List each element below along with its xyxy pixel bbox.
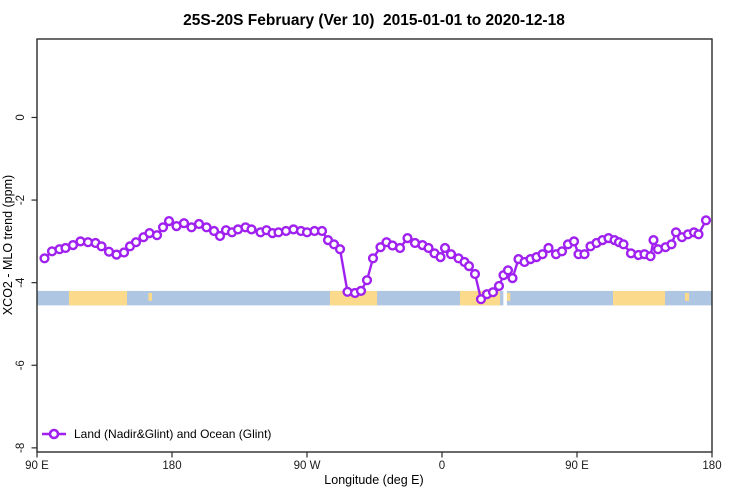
data-series-layer [39, 215, 712, 305]
x-tick-label: 90 E [565, 460, 589, 472]
surface-type-band [37, 290, 712, 306]
data-point-marker [579, 249, 590, 260]
land-band-segment [68, 290, 127, 306]
data-point-marker [645, 251, 656, 262]
data-point-marker [130, 237, 142, 248]
data-point-marker [693, 229, 704, 240]
data-point-marker [507, 273, 518, 284]
data-point-marker [648, 235, 659, 246]
data-point-marker [402, 233, 413, 244]
data-point-marker [666, 239, 677, 250]
data-point-marker [178, 218, 190, 229]
data-point-marker [487, 287, 499, 298]
data-point-marker [118, 247, 130, 258]
y-tick-label: -4 [15, 277, 27, 288]
land-band-segment [148, 292, 153, 301]
axes-layer: 90 E 180 90 W 0 90 E 180 0 -2 -4 -6 -8 [15, 38, 722, 472]
x-tick-label: 180 [702, 460, 721, 472]
data-point-marker [201, 222, 212, 233]
land-band-segment [329, 290, 378, 306]
data-point-marker [334, 244, 346, 255]
x-tick-label: 0 [439, 460, 445, 472]
plot-box [36, 38, 713, 453]
data-point-marker [361, 275, 373, 286]
data-point-marker [618, 239, 629, 250]
legend: Land (Nadir&Glint) and Ocean (Glint) [42, 427, 271, 441]
y-tick-label: -6 [15, 360, 27, 370]
y-tick-label: 0 [15, 114, 27, 120]
data-point-marker [67, 240, 79, 251]
data-point-marker [163, 216, 175, 227]
data-point-marker [39, 253, 50, 264]
land-band-segment [685, 292, 690, 301]
x-tick-label: 180 [162, 460, 181, 472]
x-tick-label: 90 W [294, 460, 321, 472]
x-tick-label: 90 E [25, 460, 49, 472]
data-point-marker [445, 249, 457, 260]
data-point-marker [439, 242, 451, 254]
x-axis-label: Longitude (deg E) [324, 473, 423, 487]
data-point-marker [214, 230, 226, 242]
y-tick-label: -2 [15, 195, 27, 205]
data-point-marker [367, 253, 379, 264]
data-point-marker [502, 265, 514, 276]
data-point-marker [96, 241, 107, 252]
data-point-marker [537, 249, 548, 260]
data-point-marker [246, 224, 257, 235]
band-gap [503, 290, 507, 306]
data-point-marker [394, 242, 406, 254]
legend-marker-icon [48, 428, 60, 440]
data-point-marker [151, 230, 163, 241]
data-point-marker [469, 268, 481, 280]
data-point-marker [423, 242, 434, 254]
data-point-marker [556, 246, 568, 257]
data-point-marker [355, 285, 367, 297]
data-point-marker [493, 280, 505, 292]
legend-label: Land (Nadir&Glint) and Ocean (Glint) [74, 427, 271, 441]
y-axis-label: XCO2 - MLO trend (ppm) [1, 175, 15, 315]
data-point-marker [700, 215, 712, 226]
data-point-marker [568, 236, 580, 247]
land-band-segment [613, 290, 666, 306]
data-point-marker [157, 222, 169, 233]
chart-title: 25S-20S February (Ver 10) 2015-01-01 to … [183, 12, 565, 29]
data-point-marker [435, 252, 446, 263]
y-tick-label: -8 [15, 443, 27, 453]
land-band-segment [506, 292, 511, 301]
data-point-marker [316, 225, 328, 237]
data-point-marker [543, 242, 554, 254]
data-point-marker [463, 261, 475, 272]
